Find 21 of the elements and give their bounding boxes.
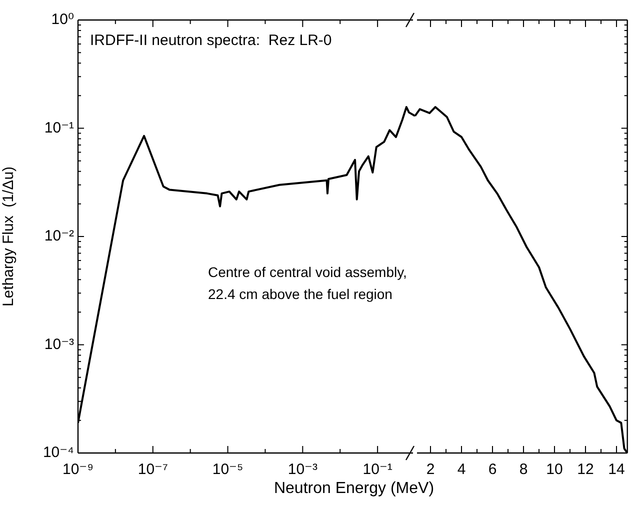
text: IRDFF-II neutron spectra: Rez LR-0 (90, 32, 332, 50)
y-tick-label: 10⁰ (51, 11, 74, 28)
x-tick-label: 10⁻⁵ (212, 461, 244, 478)
y-tick-label: 10⁻² (44, 228, 74, 245)
y-axis-title: Lethargy Flux (1/Δu) (0, 166, 18, 307)
y-tick-label: 10⁻³ (44, 336, 74, 353)
x-tick-label: 6 (488, 461, 497, 478)
x-tick-label: 12 (577, 461, 594, 478)
x-axis-title: Neutron Energy (MeV) (272, 480, 436, 498)
x-tick-label: 10⁻¹ (362, 461, 392, 478)
x-tick-label: 10⁻³ (288, 461, 318, 478)
x-tick-label: 14 (608, 461, 625, 478)
annotation: Centre of central void assembly, 22.4 cm above the fuel region (208, 264, 407, 302)
y-tick-label: 10⁻¹ (44, 119, 74, 136)
x-tick-label: 10 (546, 461, 563, 478)
x-tick-label: 10⁻⁷ (138, 461, 168, 478)
y-tick-label: 10⁻⁴ (42, 444, 74, 462)
x-tick-label: 2 (426, 461, 435, 478)
x-tick-label: 10⁻⁹ (62, 461, 94, 478)
x-tick-label: 8 (519, 461, 528, 478)
x-tick-label: 4 (457, 461, 466, 478)
